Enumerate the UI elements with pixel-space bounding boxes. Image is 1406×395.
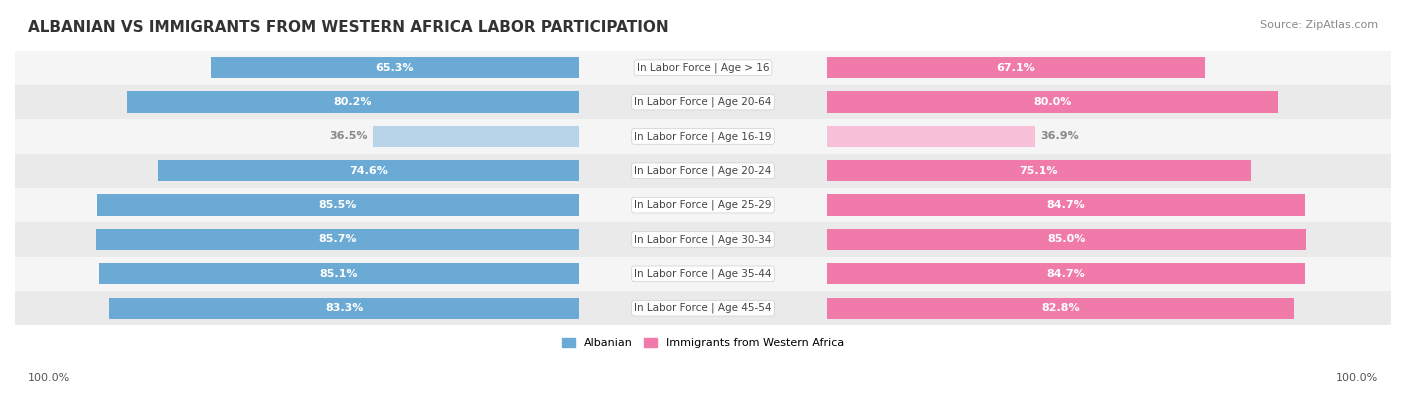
Bar — [827, 194, 1305, 216]
Bar — [827, 297, 1294, 319]
Text: In Labor Force | Age 25-29: In Labor Force | Age 25-29 — [634, 200, 772, 211]
Bar — [96, 229, 579, 250]
Bar — [827, 126, 1035, 147]
Text: 75.1%: 75.1% — [1019, 166, 1057, 176]
Text: 67.1%: 67.1% — [997, 63, 1035, 73]
Text: 84.7%: 84.7% — [1046, 200, 1085, 210]
Text: In Labor Force | Age 20-24: In Labor Force | Age 20-24 — [634, 166, 772, 176]
Text: 65.3%: 65.3% — [375, 63, 415, 73]
Text: 83.3%: 83.3% — [325, 303, 363, 313]
Text: 74.6%: 74.6% — [349, 166, 388, 176]
Bar — [127, 91, 579, 113]
Text: 80.2%: 80.2% — [333, 97, 373, 107]
Legend: Albanian, Immigrants from Western Africa: Albanian, Immigrants from Western Africa — [557, 333, 849, 353]
Bar — [15, 119, 1391, 154]
Text: 85.5%: 85.5% — [319, 200, 357, 210]
Text: In Labor Force | Age 20-64: In Labor Force | Age 20-64 — [634, 97, 772, 107]
Bar — [15, 291, 1391, 325]
Text: In Labor Force | Age 35-44: In Labor Force | Age 35-44 — [634, 269, 772, 279]
Text: In Labor Force | Age 16-19: In Labor Force | Age 16-19 — [634, 131, 772, 142]
Bar — [97, 194, 579, 216]
Bar — [827, 263, 1305, 284]
Text: 80.0%: 80.0% — [1033, 97, 1071, 107]
Text: In Labor Force | Age > 16: In Labor Force | Age > 16 — [637, 62, 769, 73]
Bar — [15, 257, 1391, 291]
Bar — [827, 57, 1205, 78]
Text: ALBANIAN VS IMMIGRANTS FROM WESTERN AFRICA LABOR PARTICIPATION: ALBANIAN VS IMMIGRANTS FROM WESTERN AFRI… — [28, 20, 669, 35]
Text: 82.8%: 82.8% — [1040, 303, 1080, 313]
Bar — [15, 222, 1391, 257]
Bar — [827, 160, 1250, 181]
Bar — [159, 160, 579, 181]
Text: 84.7%: 84.7% — [1046, 269, 1085, 279]
Bar — [15, 154, 1391, 188]
Bar — [827, 91, 1278, 113]
Text: 36.5%: 36.5% — [329, 132, 368, 141]
Text: In Labor Force | Age 45-54: In Labor Force | Age 45-54 — [634, 303, 772, 313]
Text: Source: ZipAtlas.com: Source: ZipAtlas.com — [1260, 20, 1378, 30]
Bar — [98, 263, 579, 284]
Text: 36.9%: 36.9% — [1040, 132, 1080, 141]
Text: In Labor Force | Age 30-34: In Labor Force | Age 30-34 — [634, 234, 772, 245]
Text: 100.0%: 100.0% — [28, 373, 70, 383]
Bar — [827, 229, 1306, 250]
Text: 85.7%: 85.7% — [318, 235, 357, 245]
Bar — [373, 126, 579, 147]
Text: 85.1%: 85.1% — [319, 269, 359, 279]
Text: 85.0%: 85.0% — [1047, 235, 1085, 245]
Bar — [15, 85, 1391, 119]
Bar — [110, 297, 579, 319]
Text: 100.0%: 100.0% — [1336, 373, 1378, 383]
Bar — [211, 57, 579, 78]
Bar — [15, 188, 1391, 222]
Bar — [15, 51, 1391, 85]
